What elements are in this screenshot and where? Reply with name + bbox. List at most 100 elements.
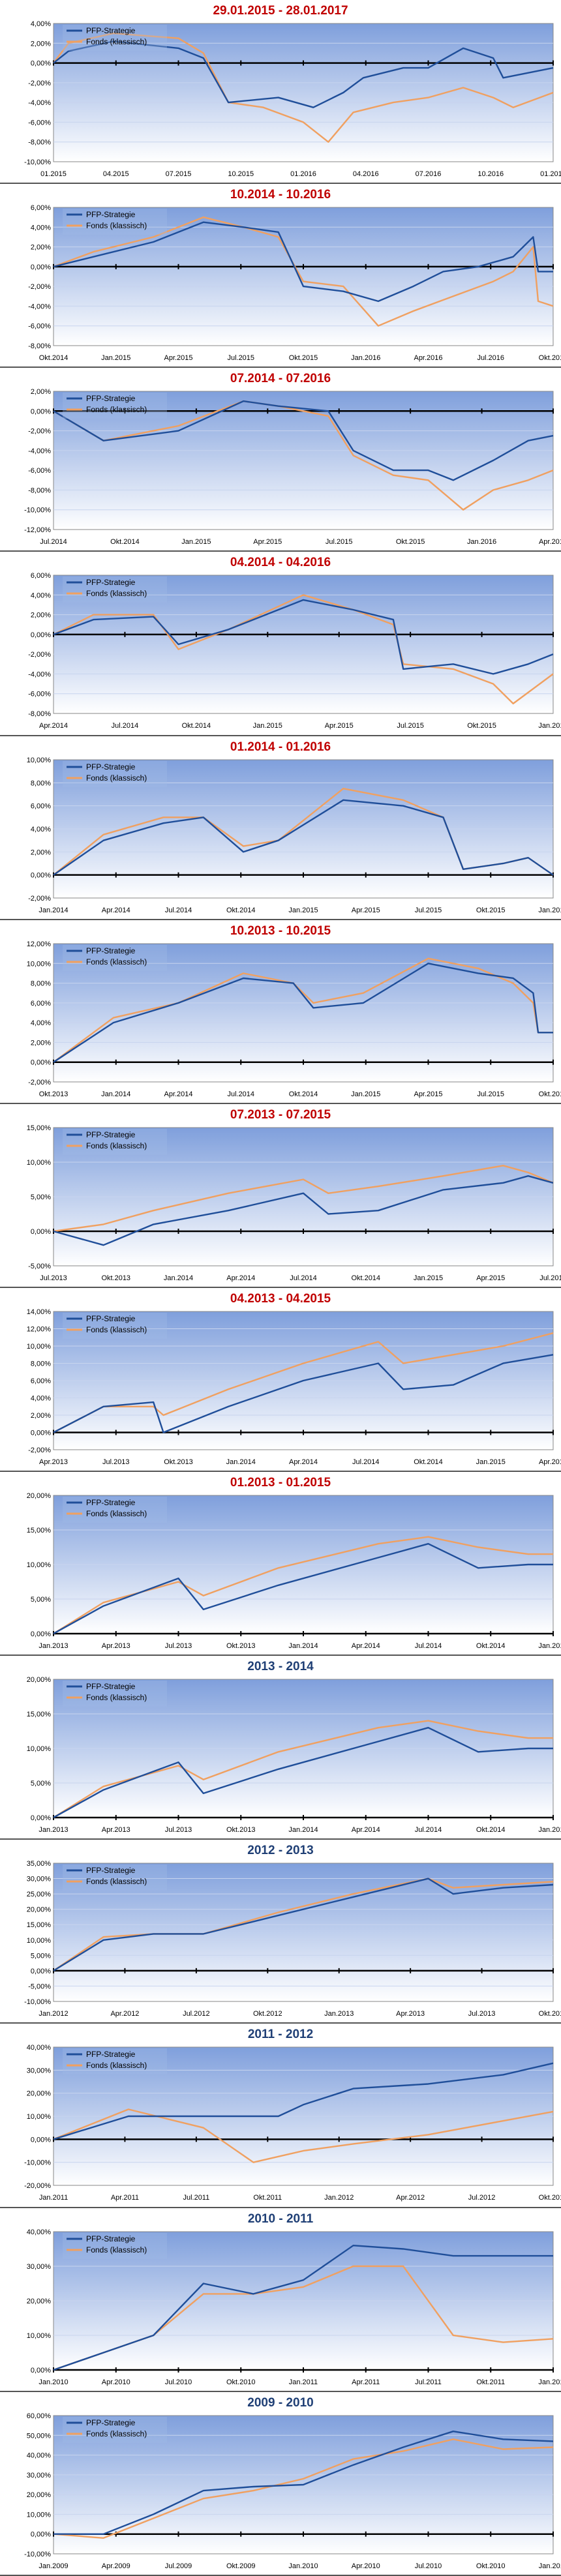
x-tick-label: 01.2016 xyxy=(290,170,316,178)
legend-label: Fonds (klassisch) xyxy=(86,2245,147,2254)
legend-label: Fonds (klassisch) xyxy=(86,1509,147,1518)
x-tick-label: Jul.2012 xyxy=(468,2194,496,2202)
chart-title: 2012 - 2013 xyxy=(247,1844,314,1858)
y-tick-label: -5,00% xyxy=(28,1983,51,1991)
x-tick-label: Jan.2011 xyxy=(39,2194,68,2202)
series-line-pfp xyxy=(53,2062,554,2140)
x-tick-label: Jul.2014 xyxy=(40,538,67,546)
y-tick-label: 10,00% xyxy=(27,1159,51,1167)
x-tick-label: Jan.2016 xyxy=(467,538,496,546)
x-tick-label: Okt.2013 xyxy=(226,1642,256,1650)
series-line-pfp xyxy=(53,1175,554,1246)
x-tick-label: Okt.2015 xyxy=(467,722,496,730)
x-tick-label: Jul.2010 xyxy=(165,2378,192,2386)
chart-title: 01.2013 - 01.2015 xyxy=(230,1476,331,1490)
y-tick-label: 40,00% xyxy=(27,2451,51,2459)
legend-label: PFP-Strategie xyxy=(86,578,136,587)
y-tick-label: -10,00% xyxy=(24,507,51,515)
y-tick-label: 10,00% xyxy=(27,1343,51,1351)
x-tick-label: Apr.2014 xyxy=(39,722,68,730)
x-tick-label: 10.2015 xyxy=(228,170,254,178)
y-tick-label: 15,00% xyxy=(27,1124,51,1132)
series-line-pfp xyxy=(53,400,554,481)
x-tick-label: Jul.2014 xyxy=(352,1458,380,1466)
y-tick-label: 6,00% xyxy=(31,572,51,580)
y-tick-label: 8,00% xyxy=(31,980,51,987)
legend xyxy=(63,944,168,971)
x-tick-label: Okt.2012 xyxy=(539,2194,561,2202)
chart-title: 10.2013 - 10.2015 xyxy=(230,923,331,938)
chart-svg: 14,00% 12,00% 10,00% 8,00% 6,00% 4,00% 2,00% 0,… xyxy=(27,1308,561,1466)
series-line-fonds xyxy=(53,32,554,143)
series-line-pfp xyxy=(53,1542,553,1635)
y-tick-label: 6,00% xyxy=(31,1377,51,1385)
y-tick-label: 10,00% xyxy=(27,2331,51,2339)
chart-panel: 20,00% 15,00% 10,00% 5,00% 0,00% Jan.2013 Apr.… xyxy=(0,1472,561,1656)
x-tick-label: Jan.2014 xyxy=(288,1826,318,1834)
chart-svg: 4,00% 2,00% 0,00% -2,00% -4,00% -6,00% -8,00% -… xyxy=(24,20,561,178)
x-tick-label: Jul.2015 xyxy=(539,1274,561,1282)
x-tick-label: Apr.2009 xyxy=(102,2562,130,2570)
series-line-pfp xyxy=(53,221,553,303)
y-tick-label: 0,00% xyxy=(31,1814,51,1822)
legend xyxy=(63,1312,168,1339)
x-tick-label: Okt.2016 xyxy=(539,354,561,362)
y-tick-label: -8,00% xyxy=(28,710,51,718)
x-tick-label: Apr.2015 xyxy=(476,1274,505,1282)
legend-label: Fonds (klassisch) xyxy=(86,2429,147,2438)
x-tick-label: Jul.2013 xyxy=(165,1642,192,1650)
y-tick-label: -2,00% xyxy=(28,283,51,291)
y-tick-label: 4,00% xyxy=(31,592,51,600)
x-tick-label: Apr.2014 xyxy=(226,1274,255,1282)
x-tick-label: Apr.2014 xyxy=(352,1826,380,1834)
x-tick-label: Jan.2016 xyxy=(351,354,380,362)
x-tick-label: 04.2016 xyxy=(353,170,379,178)
y-tick-label: 10,00% xyxy=(27,1561,51,1569)
x-tick-label: Okt.2013 xyxy=(226,1826,256,1834)
y-tick-label: 30,00% xyxy=(27,1876,51,1883)
x-tick-label: Apr.2015 xyxy=(325,722,354,730)
x-tick-label: Apr.2015 xyxy=(253,538,282,546)
x-tick-label: Jul.2013 xyxy=(165,1826,192,1834)
x-tick-label: Okt.2014 xyxy=(476,1826,506,1834)
chart-title: 29.01.2015 - 28.01.2017 xyxy=(213,4,348,18)
legend xyxy=(63,2048,168,2075)
y-tick-label: 50,00% xyxy=(27,2432,51,2440)
x-tick-label: Apr.2016 xyxy=(539,538,561,546)
legend xyxy=(63,2416,168,2443)
legend-label: Fonds (klassisch) xyxy=(86,1877,147,1886)
chart-svg: 20,00% 15,00% 10,00% 5,00% 0,00% Jan.2013 Apr.… xyxy=(27,1676,561,1834)
y-tick-label: 25,00% xyxy=(27,1891,51,1898)
y-tick-label: -2,00% xyxy=(28,1079,51,1086)
y-tick-label: 15,00% xyxy=(27,1527,51,1535)
x-tick-label: Jul.2014 xyxy=(415,1642,442,1650)
legend-label: Fonds (klassisch) xyxy=(86,957,147,966)
x-tick-label: Jul.2015 xyxy=(227,354,254,362)
y-tick-label: 20,00% xyxy=(27,1492,51,1500)
chart-panel: 2,00% 0,00% -2,00% -4,00% -6,00% -8,00% -10,00… xyxy=(0,368,561,552)
series-line-pfp xyxy=(53,599,554,675)
legend-label: PFP-Strategie xyxy=(86,1866,136,1875)
y-tick-label: 5,00% xyxy=(31,1780,51,1788)
x-tick-label: Jan.2015 xyxy=(288,906,318,914)
legend-label: Fonds (klassisch) xyxy=(86,37,147,46)
y-tick-label: 10,00% xyxy=(27,1937,51,1945)
series-line-pfp xyxy=(53,40,554,108)
legend-label: Fonds (klassisch) xyxy=(86,405,147,414)
plot-area xyxy=(53,23,554,162)
x-tick-label: Apr.2015 xyxy=(352,906,380,914)
y-tick-label: 12,00% xyxy=(27,1325,51,1333)
x-tick-label: Jul.2015 xyxy=(415,906,442,914)
legend-label: PFP-Strategie xyxy=(86,1130,136,1139)
series-line-pfp xyxy=(53,1878,554,1972)
y-tick-label: 2,00% xyxy=(31,388,51,396)
x-tick-label: Jul.2014 xyxy=(165,906,192,914)
legend-label: Fonds (klassisch) xyxy=(86,1693,147,1702)
y-tick-label: -8,00% xyxy=(28,139,51,147)
y-tick-label: 4,00% xyxy=(31,1019,51,1027)
x-tick-label: Okt.2014 xyxy=(351,1274,380,1282)
x-tick-label: Apr.2015 xyxy=(164,354,193,362)
x-tick-label: Okt.2009 xyxy=(226,2562,256,2570)
x-tick-label: Jan.2015 xyxy=(414,1274,443,1282)
y-tick-label: 0,00% xyxy=(31,2366,51,2374)
